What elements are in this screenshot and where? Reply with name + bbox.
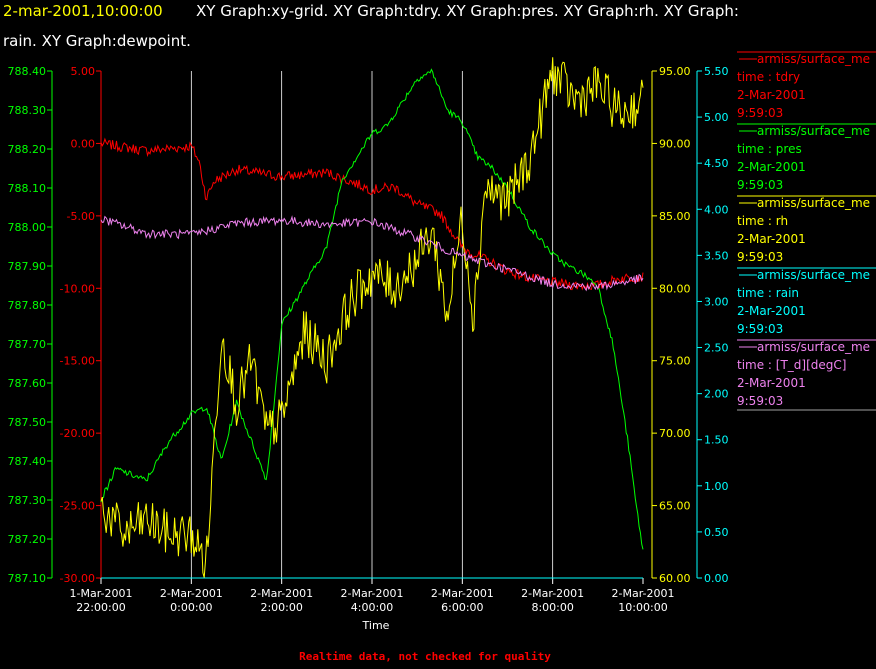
legend-date: 2-Mar-2001 xyxy=(737,376,806,390)
x-tick-label: 2-Mar-2001 xyxy=(612,587,675,600)
rain-tick-label: 4.50 xyxy=(704,157,729,170)
legend-desc: time : pres xyxy=(737,142,802,156)
pres-tick-label: 788.10 xyxy=(8,182,47,195)
footer-notice: Realtime data, not checked for quality xyxy=(299,650,551,663)
rh-tick-label: 85.00 xyxy=(659,210,691,223)
x-tick-label: 6:00:00 xyxy=(441,601,483,614)
pres-tick-label: 788.00 xyxy=(8,221,47,234)
grid-group xyxy=(190,71,554,578)
tdry-tick-label: 5.00 xyxy=(71,65,96,78)
pres-tick-label: 787.30 xyxy=(8,494,47,507)
x-tick-label: 10:00:00 xyxy=(618,601,667,614)
x-tick-label: 2-Mar-2001 xyxy=(431,587,494,600)
tdry-tick-label: 0.00 xyxy=(71,137,96,150)
rh-series-line xyxy=(100,57,644,578)
legend-desc: time : tdry xyxy=(737,70,800,84)
rain-tick-label: 2.00 xyxy=(704,388,729,401)
rain-tick-label: 5.50 xyxy=(704,65,729,78)
legend-time: 9:59:03 xyxy=(737,322,783,336)
legend-time: 9:59:03 xyxy=(737,394,783,408)
legend-time: 9:59:03 xyxy=(737,106,783,120)
legend-series-name: armiss/surface_me xyxy=(757,340,870,354)
x-tick-label: 2:00:00 xyxy=(260,601,302,614)
x-axis-label: Time xyxy=(362,619,390,632)
pres-series-line xyxy=(100,68,644,550)
rh-tick-label: 90.00 xyxy=(659,137,691,150)
pres-tick-label: 787.80 xyxy=(8,299,47,312)
legend-series-name: armiss/surface_me xyxy=(757,124,870,138)
x-tick-label: 4:00:00 xyxy=(351,601,393,614)
tdry-tick-label: -20.00 xyxy=(60,427,95,440)
legend-time: 9:59:03 xyxy=(737,178,783,192)
rain-tick-label: 5.00 xyxy=(704,111,729,124)
rain-tick-label: 0.00 xyxy=(704,572,729,585)
rain-tick-label: 1.00 xyxy=(704,480,729,493)
rh-tick-label: 75.00 xyxy=(659,355,691,368)
series-group xyxy=(100,57,644,579)
axes-group: 5.00 0.00 -5.00 -10.00 -15.00 -20.00 -25.00 -30… xyxy=(8,65,729,614)
rh-tick-label: 80.00 xyxy=(659,282,691,295)
rh-tick-label: 65.00 xyxy=(659,500,691,513)
legend-series-name: armiss/surface_me xyxy=(757,52,870,66)
legend-series-name: armiss/surface_me xyxy=(757,268,870,282)
pres-tick-label: 787.10 xyxy=(8,572,47,585)
x-tick-label: 8:00:00 xyxy=(531,601,573,614)
pres-tick-label: 788.20 xyxy=(8,143,47,156)
rain-tick-label: 0.50 xyxy=(704,526,729,539)
x-tick-label: 2-Mar-2001 xyxy=(521,587,584,600)
pres-tick-label: 787.70 xyxy=(8,338,47,351)
x-tick-label: 1-Mar-2001 xyxy=(70,587,133,600)
pres-tick-label: 788.30 xyxy=(8,104,47,117)
legend-date: 2-Mar-2001 xyxy=(737,232,806,246)
legend-date: 2-Mar-2001 xyxy=(737,304,806,318)
rain-tick-label: 4.00 xyxy=(704,203,729,216)
header-timestamp: 2-mar-2001,10:00:00 xyxy=(3,2,163,20)
dewpoint-series-line xyxy=(100,215,644,292)
pres-tick-label: 787.50 xyxy=(8,416,47,429)
tdry-tick-label: -30.00 xyxy=(60,572,95,585)
pres-tick-label: 788.40 xyxy=(8,65,47,78)
rain-tick-label: 2.50 xyxy=(704,342,729,355)
pres-tick-label: 787.90 xyxy=(8,260,47,273)
x-tick-label: 0:00:00 xyxy=(170,601,212,614)
tdry-series-line xyxy=(100,137,644,291)
header-titles-line1: XY Graph:xy-grid. XY Graph:tdry. XY Grap… xyxy=(196,2,739,20)
legend-desc: time : rain xyxy=(737,286,799,300)
pres-tick-label: 787.60 xyxy=(8,377,47,390)
pres-tick-label: 787.40 xyxy=(8,455,47,468)
x-tick-label: 2-Mar-2001 xyxy=(341,587,404,600)
legend-date: 2-Mar-2001 xyxy=(737,88,806,102)
rh-tick-label: 70.00 xyxy=(659,427,691,440)
tdry-tick-label: -15.00 xyxy=(60,355,95,368)
rain-tick-label: 3.50 xyxy=(704,249,729,262)
rh-tick-label: 95.00 xyxy=(659,65,691,78)
legend-series-name: armiss/surface_me xyxy=(757,196,870,210)
rain-tick-label: 1.50 xyxy=(704,434,729,447)
rain-tick-label: 3.00 xyxy=(704,295,729,308)
pres-tick-label: 787.20 xyxy=(8,533,47,546)
x-tick-label: 22:00:00 xyxy=(76,601,125,614)
header-titles-line2: rain. XY Graph:dewpoint. xyxy=(3,32,191,50)
tdry-tick-label: -5.00 xyxy=(67,210,95,223)
legend-desc: time : [T_d][degC] xyxy=(737,358,846,372)
legend-time: 9:59:03 xyxy=(737,250,783,264)
rh-tick-label: 60.00 xyxy=(659,572,691,585)
x-tick-label: 2-Mar-2001 xyxy=(250,587,313,600)
x-tick-label: 2-Mar-2001 xyxy=(160,587,223,600)
tdry-tick-label: -10.00 xyxy=(60,282,95,295)
legend-date: 2-Mar-2001 xyxy=(737,160,806,174)
legend-desc: time : rh xyxy=(737,214,788,228)
tdry-tick-label: -25.00 xyxy=(60,500,95,513)
